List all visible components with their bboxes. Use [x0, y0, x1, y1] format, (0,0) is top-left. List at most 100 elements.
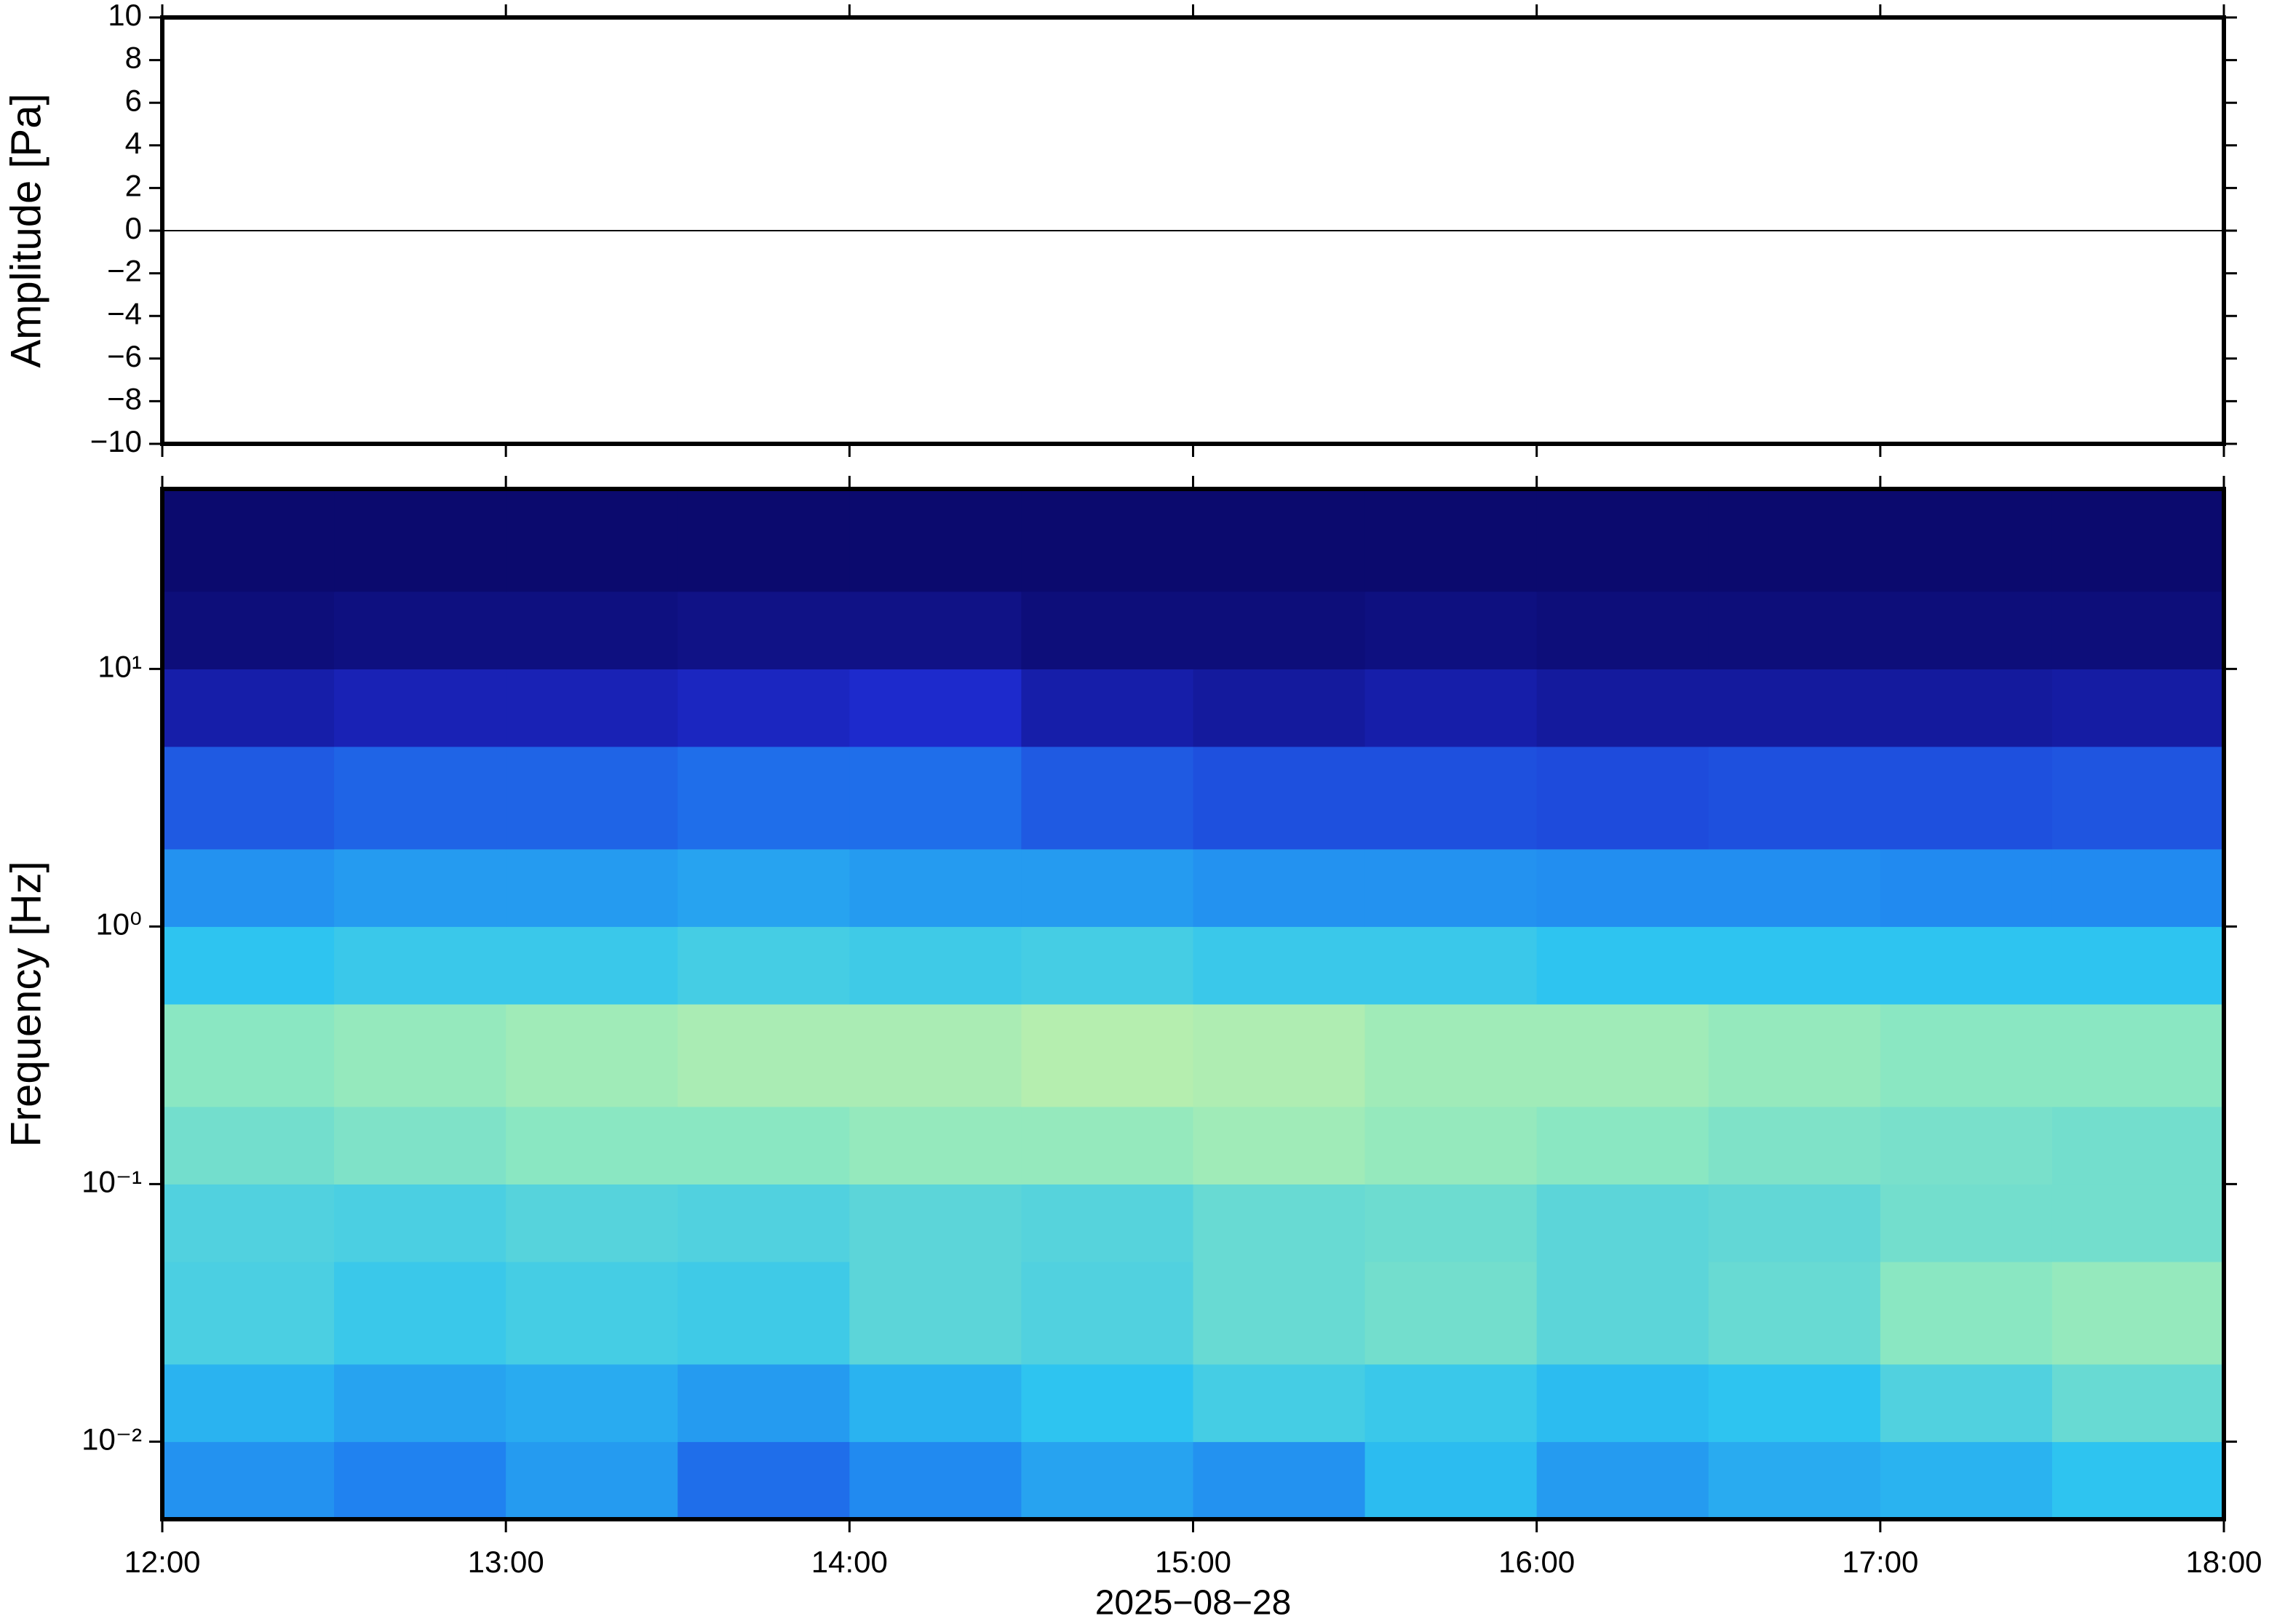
heatmap-cell — [1193, 1184, 1366, 1262]
heatmap-cell — [1364, 1004, 1538, 1107]
heatmap-cell — [1536, 1262, 1709, 1365]
heatmap-cell — [1880, 591, 2053, 669]
heatmap-cell — [1364, 1441, 1538, 1520]
heatmap-cell — [1364, 1364, 1538, 1442]
heatmap-cell — [506, 1364, 678, 1442]
x-tick-label: 16:00 — [1498, 1545, 1575, 1579]
y-tick-label: 8 — [125, 41, 142, 75]
y-tick-label: 10⁻² — [82, 1422, 142, 1457]
heatmap-cell — [677, 1441, 850, 1520]
heatmap-cell — [1708, 1106, 1881, 1185]
heatmap-cell — [1193, 591, 1366, 669]
heatmap-cell — [1536, 1364, 1709, 1442]
heatmap-cell — [1193, 489, 1366, 592]
heatmap-cell — [506, 848, 678, 927]
heatmap-cell — [677, 669, 850, 747]
heatmap-cell — [1708, 1184, 1881, 1262]
y-tick-label: 4 — [125, 126, 142, 160]
heatmap-cell — [849, 747, 1022, 850]
heatmap-cell — [1021, 1106, 1193, 1185]
heatmap-cell — [1708, 591, 1881, 669]
x-axis-label: 2025−08−28 — [1095, 1584, 1292, 1623]
heatmap-cell — [1364, 669, 1538, 747]
heatmap-cell — [1364, 926, 1538, 1005]
heatmap-cell — [1193, 1004, 1366, 1107]
heatmap-cell — [1708, 489, 1881, 592]
heatmap-cell — [1536, 489, 1709, 592]
heatmap-cell — [849, 848, 1022, 927]
y-tick-label: 0 — [125, 211, 142, 245]
heatmap-cell — [2051, 747, 2225, 850]
heatmap-cell — [1708, 1004, 1881, 1107]
heatmap-cell — [1536, 747, 1709, 850]
heatmap-cell — [677, 1106, 850, 1185]
heatmap-cell — [506, 591, 678, 669]
x-tick-label: 17:00 — [1842, 1545, 1918, 1579]
heatmap-cell — [1880, 747, 2053, 850]
heatmap-cell — [506, 669, 678, 747]
heatmap-cell — [1708, 848, 1881, 927]
heatmap-cell — [162, 1262, 335, 1365]
heatmap-cell — [162, 1184, 335, 1262]
heatmap-cell — [1536, 669, 1709, 747]
heatmap-cell — [1021, 489, 1193, 592]
heatmap-cell — [506, 926, 678, 1005]
heatmap-cell — [162, 489, 335, 592]
heatmap-cell — [506, 1106, 678, 1185]
heatmap-cell — [506, 1262, 678, 1365]
heatmap-cell — [162, 1364, 335, 1442]
heatmap-cell — [334, 489, 506, 592]
heatmap-cell — [162, 926, 335, 1005]
heatmap-cell — [677, 926, 850, 1005]
heatmap-cell — [677, 1004, 850, 1107]
heatmap-cell — [1364, 747, 1538, 850]
heatmap-cell — [1364, 591, 1538, 669]
heatmap-cell — [1193, 1364, 1366, 1442]
heatmap-cell — [1708, 747, 1881, 850]
heatmap-cell — [677, 1184, 850, 1262]
heatmap-cell — [677, 848, 850, 927]
heatmap-cell — [1708, 1441, 1881, 1520]
heatmap-cell — [1193, 1441, 1366, 1520]
heatmap-cell — [1536, 1184, 1709, 1262]
heatmap-cell — [1021, 591, 1193, 669]
heatmap-cell — [2051, 1441, 2225, 1520]
heatmap-cell — [2051, 1004, 2225, 1107]
heatmap-cell — [1880, 1364, 2053, 1442]
y-axis-label: Amplitude [Pa] — [2, 93, 49, 367]
heatmap-cell — [1880, 926, 2053, 1005]
y-tick-label: −10 — [90, 424, 142, 458]
heatmap-cell — [2051, 848, 2225, 927]
heatmap-cell — [334, 747, 506, 850]
x-tick-label: 15:00 — [1155, 1545, 1231, 1579]
heatmap-cell — [334, 1441, 506, 1520]
y-tick-label: −4 — [107, 296, 142, 330]
heatmap-cell — [677, 489, 850, 592]
heatmap-cell — [162, 1004, 335, 1107]
heatmap-cell — [1193, 1106, 1366, 1185]
heatmap-cell — [1880, 1262, 2053, 1365]
heatmap-cell — [1708, 1364, 1881, 1442]
heatmap-cell — [162, 669, 335, 747]
heatmap-cell — [1708, 1262, 1881, 1365]
heatmap-cell — [1880, 1004, 2053, 1107]
y-tick-label: 2 — [125, 168, 142, 202]
y-tick-label: 10 — [108, 0, 142, 32]
heatmap-cell — [1021, 926, 1193, 1005]
heatmap-cell — [506, 1004, 678, 1107]
heatmap-cell — [849, 1004, 1022, 1107]
heatmap-cell — [849, 1184, 1022, 1262]
heatmap-cell — [1193, 747, 1366, 850]
heatmap-cell — [334, 1184, 506, 1262]
heatmap-cell — [1021, 1441, 1193, 1520]
y-tick-label: 10⁰ — [95, 907, 142, 942]
heatmap-cell — [1536, 591, 1709, 669]
heatmap-cell — [2051, 1106, 2225, 1185]
heatmap-cell — [1021, 747, 1193, 850]
heatmap-cell — [1364, 1106, 1538, 1185]
heatmap-cell — [677, 1262, 850, 1365]
heatmap-cell — [2051, 591, 2225, 669]
heatmap-cell — [506, 1184, 678, 1262]
heatmap-cell — [2051, 1262, 2225, 1365]
